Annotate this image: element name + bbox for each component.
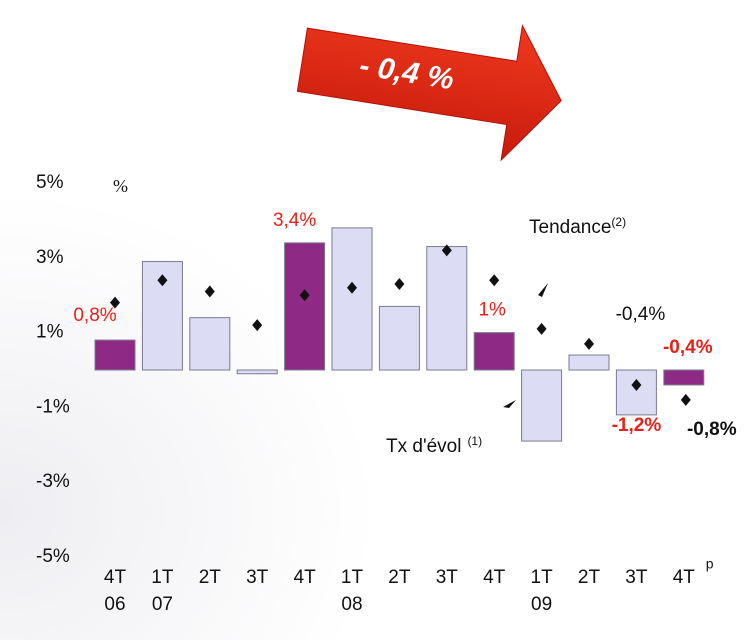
trend-marker	[631, 378, 642, 391]
x-tick-note: p	[706, 556, 714, 572]
trend-marker	[441, 244, 452, 257]
x-tick-year: 07	[152, 594, 173, 615]
y-tick-label: 3%	[36, 247, 64, 268]
bar	[189, 317, 231, 371]
trend-marker	[252, 319, 263, 332]
bar	[615, 369, 657, 416]
x-tick-year: 06	[104, 594, 125, 615]
bar	[284, 242, 326, 371]
bar-value-label: 0,8%	[73, 305, 116, 326]
legend-rate-note: (1)	[467, 434, 482, 448]
x-tick-label: 2T	[388, 567, 411, 588]
x-tick-label: 4T	[483, 567, 506, 588]
bar-value-label: -1,2%	[612, 415, 662, 436]
x-tick-label: 4T	[104, 567, 127, 588]
x-tick-label: 1T	[151, 567, 174, 588]
bar-value-label: 3,4%	[273, 210, 316, 231]
legend-trend: Tendance(2)	[529, 215, 626, 238]
y-tick-label: -1%	[36, 396, 70, 417]
trend-marker	[536, 322, 547, 335]
x-tick-label: 4T	[294, 567, 317, 588]
bar	[663, 369, 705, 386]
x-tick-year: 09	[531, 594, 552, 615]
trend-marker	[299, 289, 310, 302]
trend-marker	[157, 274, 168, 287]
trend-marker	[347, 281, 357, 294]
pointer	[503, 400, 516, 408]
legend-trend-name: Tendance	[529, 217, 611, 238]
bar	[236, 369, 278, 375]
x-tick-label: 3T	[436, 567, 459, 588]
bar-value-label: -0,4%	[663, 337, 713, 358]
trend-marker	[680, 393, 691, 406]
y-tick-label: -3%	[36, 471, 70, 492]
x-tick-label: 2T	[199, 567, 222, 588]
trend-marker	[489, 274, 500, 287]
bar	[331, 227, 373, 371]
bar	[94, 339, 136, 371]
bar-value-label: 1%	[478, 300, 506, 321]
trend-marker	[584, 337, 594, 350]
trend-marker	[110, 296, 120, 309]
x-tick-label: 3T	[625, 567, 648, 588]
trend-marker	[204, 285, 215, 298]
x-tick-label: 4T	[673, 567, 696, 588]
legend-rate: Tx d'évol (1)	[386, 434, 482, 457]
trend-marker	[394, 277, 405, 290]
legend-trend-note: (2)	[611, 215, 626, 229]
x-tick-label: 1T	[531, 567, 554, 588]
y-tick-label: 5%	[36, 172, 64, 193]
bar	[568, 354, 610, 371]
trend-value-label: -0,8%	[687, 419, 737, 440]
y-tick-label: 1%	[36, 322, 64, 343]
pointer	[538, 283, 548, 297]
y-unit: %	[113, 176, 128, 196]
x-tick-label: 1T	[341, 567, 364, 588]
bar	[378, 305, 420, 371]
bar	[521, 369, 563, 442]
x-tick-label: 3T	[246, 567, 269, 588]
x-tick-label: 2T	[578, 567, 601, 588]
trend-value-label: -0,4%	[616, 304, 666, 325]
bar	[473, 332, 515, 371]
x-tick-year: 08	[341, 594, 362, 615]
trend-arrow: - 0,4 %	[296, 24, 562, 162]
legend-rate-name: Tx d'évol	[386, 436, 461, 457]
bar	[426, 246, 468, 371]
y-tick-label: -5%	[36, 546, 70, 567]
